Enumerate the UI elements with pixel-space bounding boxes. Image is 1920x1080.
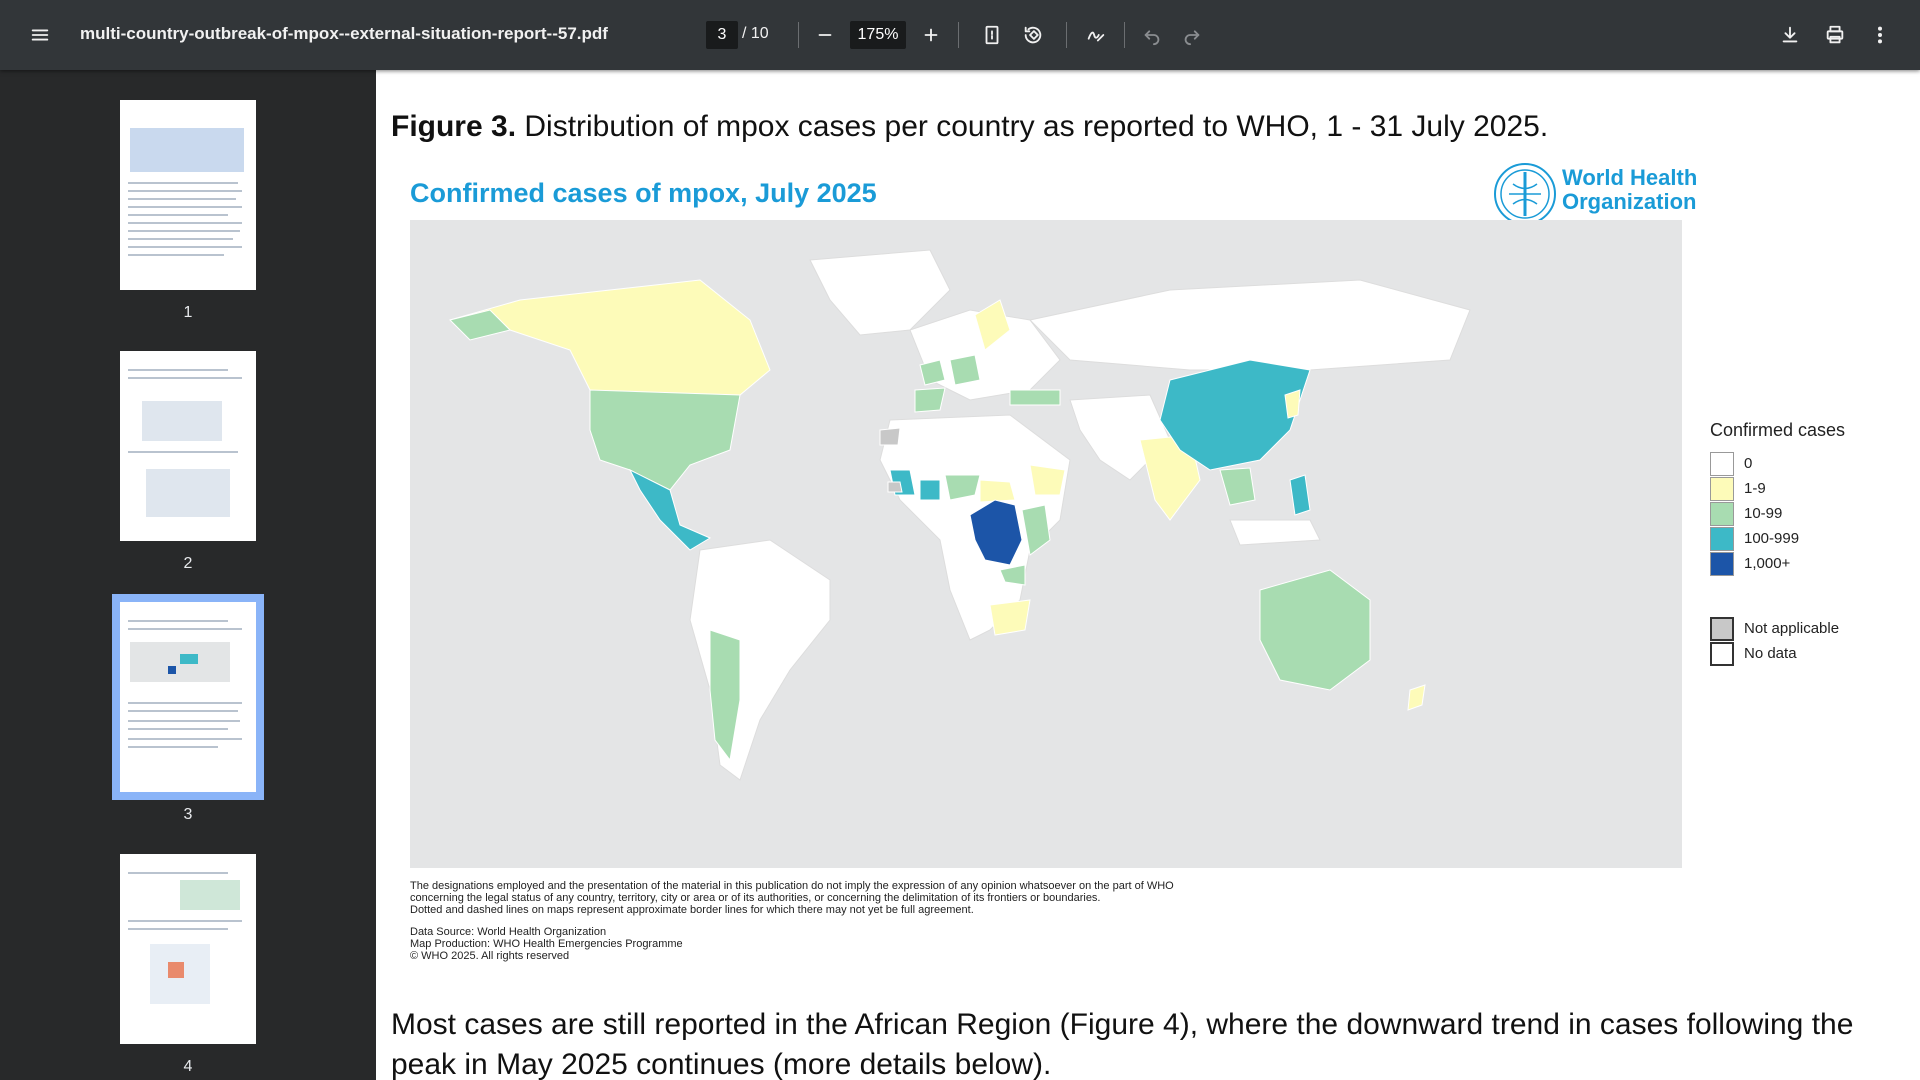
thumbnail-label: 4 (183, 1058, 193, 1075)
pdf-page: Figure 3. Distribution of mpox cases per… (376, 70, 1920, 1080)
menu-icon[interactable] (20, 15, 60, 55)
zoom-out-button[interactable] (805, 15, 845, 55)
map-legend: Confirmed cases 0 1-9 10-99 100-999 1,00… (1710, 420, 1845, 666)
print-icon[interactable] (1815, 15, 1855, 55)
divider (1124, 22, 1125, 48)
map-disclaimer: The designations employed and the presen… (410, 880, 1174, 916)
thumbnail-label: 3 (183, 806, 193, 823)
page-thumbnail-2[interactable] (120, 351, 256, 541)
legend-title: Confirmed cases (1710, 420, 1846, 440)
page-thumbnail-1[interactable] (120, 100, 256, 290)
zoom-level-input[interactable]: 175% (850, 21, 906, 49)
figure-caption: Figure 3. Distribution of mpox cases per… (391, 110, 1549, 143)
page-thumbnail-3[interactable] (112, 594, 264, 800)
map-source: Data Source: World Health Organization M… (410, 926, 683, 962)
redo-icon[interactable] (1172, 15, 1212, 55)
who-logo-text: World Health Organization (1562, 165, 1698, 214)
thumbnail-sidebar: 1 2 3 4 (0, 70, 376, 1080)
page-thumbnail-4[interactable] (120, 854, 256, 1044)
legend-item: 1,000+ (1710, 551, 1845, 576)
map-title: Confirmed cases of mpox, July 2025 (410, 178, 877, 208)
more-options-icon[interactable] (1860, 15, 1900, 55)
divider (958, 22, 959, 48)
thumbnail-label: 1 (183, 304, 193, 321)
document-title: multi-country-outbreak-of-mpox--external… (80, 24, 608, 43)
annotate-icon[interactable] (1076, 15, 1116, 55)
divider (1066, 22, 1067, 48)
legend-item: 10-99 (1710, 501, 1845, 526)
undo-icon[interactable] (1132, 15, 1172, 55)
legend-item: 0 (1710, 451, 1845, 476)
legend-item: 100-999 (1710, 526, 1845, 551)
legend-item: No data (1710, 641, 1845, 666)
download-icon[interactable] (1770, 15, 1810, 55)
fit-page-icon[interactable] (972, 15, 1012, 55)
divider (798, 22, 799, 48)
legend-item: Not applicable (1710, 616, 1845, 641)
world-map-svg (449, 249, 1471, 781)
world-map (410, 220, 1682, 868)
page-total: / 10 (742, 25, 769, 42)
pdf-toolbar: multi-country-outbreak-of-mpox--external… (0, 0, 1920, 70)
legend-item: 1-9 (1710, 476, 1845, 501)
page-number-input[interactable]: 3 (706, 21, 738, 49)
thumbnail-label: 2 (183, 555, 193, 572)
rotate-icon[interactable] (1013, 15, 1053, 55)
zoom-in-button[interactable] (911, 15, 951, 55)
body-paragraph: Most cases are still reported in the Afr… (391, 1008, 1854, 1080)
